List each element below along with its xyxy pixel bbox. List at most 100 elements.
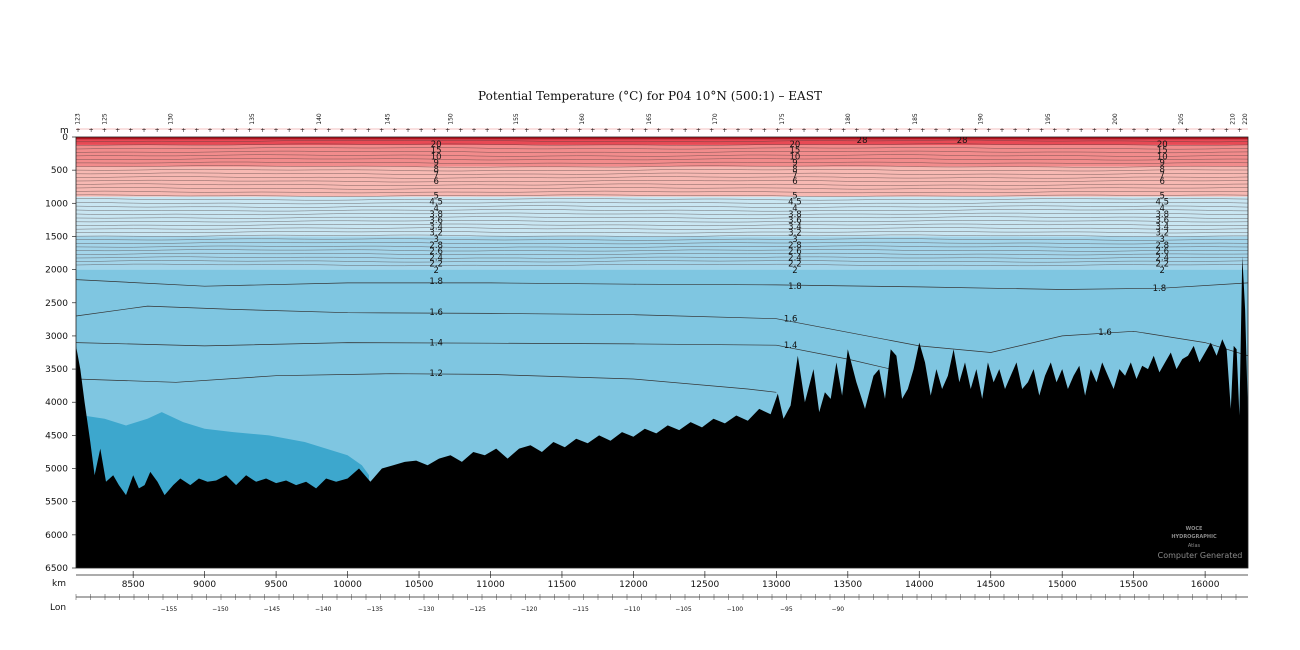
- y-tick-label: 500: [51, 166, 68, 176]
- station-marker: +: [854, 127, 859, 134]
- station-marker: +: [564, 127, 569, 134]
- y-tick-label: 3000: [45, 332, 68, 342]
- station-marker: +: [353, 127, 358, 134]
- profile-label: 4.5: [429, 198, 443, 208]
- profile-label: 5: [433, 191, 438, 201]
- profile-label: 20: [431, 140, 442, 150]
- isotherm-line: [76, 205, 1248, 208]
- lon-tick-label: −125: [469, 606, 486, 613]
- station-marker: +: [933, 127, 938, 134]
- y-tick-label: 5000: [45, 465, 68, 475]
- x-tick-label: 12000: [619, 580, 648, 590]
- profile-label: 3.2: [1155, 229, 1169, 239]
- profile-label: 10: [1157, 152, 1168, 162]
- profile-label: 9: [1160, 159, 1165, 169]
- isotherm-line: [76, 154, 1248, 157]
- isotherm-line: [76, 216, 1248, 219]
- station-marker: +: [881, 127, 886, 134]
- contour-label: 1.4: [429, 339, 443, 349]
- station-label: 175: [779, 113, 786, 125]
- x-axis-unit: km: [52, 579, 66, 589]
- profile-label: 7: [433, 171, 438, 181]
- station-marker: +: [762, 127, 767, 134]
- profile-label: 3.8: [429, 210, 443, 220]
- x-tick-label: 15000: [1048, 580, 1077, 590]
- station-label: 190: [978, 113, 985, 125]
- profile-label: 7: [792, 171, 797, 181]
- isotherm-line: [76, 256, 1248, 259]
- isotherm-line: [76, 230, 1248, 234]
- isotherm-line: [76, 209, 1248, 212]
- x-tick-label: 15500: [1119, 580, 1148, 590]
- profile-label: 2.8: [429, 241, 443, 251]
- profile-label: 4.5: [1155, 198, 1169, 208]
- profile-label: 2.4: [788, 253, 802, 263]
- profile-label: 5: [1160, 191, 1165, 201]
- station-label: 185: [912, 113, 919, 125]
- station-marker: +: [155, 127, 160, 134]
- isotherm-line: [76, 212, 1248, 216]
- station-label: 170: [712, 113, 719, 125]
- profile-label: 9: [433, 159, 438, 169]
- axes: m0 500 1000 1500 2000 2500 3000 3500 4000 4500 500…: [45, 113, 1249, 613]
- profile-label: 2.2: [788, 260, 802, 270]
- profile-label: 20: [790, 140, 801, 150]
- station-marker: +: [1105, 127, 1110, 134]
- y-tick-label: 2000: [45, 266, 68, 276]
- profile-label: 5: [792, 191, 797, 201]
- isotherm-line: [76, 260, 1248, 263]
- station-marker: +: [960, 127, 965, 134]
- profile-label: 2.2: [1155, 260, 1169, 270]
- station-label: 210: [1229, 113, 1236, 125]
- y-tick-label: 6500: [45, 564, 68, 574]
- lon-tick-label: −100: [727, 606, 744, 613]
- station-marker: +: [617, 127, 622, 134]
- profile-label: 2.4: [429, 253, 443, 263]
- station-marker: +: [590, 127, 595, 134]
- y-tick-label: 6000: [45, 531, 68, 541]
- isotherm-line: [76, 249, 1248, 252]
- plot-frame: [75, 136, 1249, 569]
- watermark-line1: WOCE: [1186, 526, 1203, 532]
- station-label: 150: [447, 113, 454, 125]
- station-marker: +: [339, 127, 344, 134]
- station-marker: +: [1039, 127, 1044, 134]
- station-marker: +: [287, 127, 292, 134]
- station-marker: +: [907, 127, 912, 134]
- station-marker: +: [326, 127, 331, 134]
- profile-label: 3.4: [429, 222, 443, 232]
- station-marker: +: [313, 127, 318, 134]
- lon-tick-label: −95: [780, 606, 793, 613]
- station-marker: +: [234, 127, 239, 134]
- x-tick-label: 13000: [762, 580, 791, 590]
- station-marker: +: [128, 127, 133, 134]
- station-marker: +: [986, 127, 991, 134]
- profile-label: 3.6: [429, 216, 443, 226]
- profile-label: 3.6: [1155, 216, 1169, 226]
- profile-label: 2.6: [1155, 247, 1169, 257]
- station-marker: +: [577, 127, 582, 134]
- station-marker: +: [722, 127, 727, 134]
- station-marker: +: [405, 127, 410, 134]
- isotherm-line: [76, 241, 1248, 245]
- lon-tick-label: −120: [521, 606, 538, 613]
- station-marker: +: [458, 127, 463, 134]
- station-marker: +: [445, 127, 450, 134]
- lon-tick-label: −145: [264, 606, 281, 613]
- station-marker: +: [471, 127, 476, 134]
- y-tick-label: 4500: [45, 431, 68, 441]
- isotherm-line: [76, 147, 1248, 150]
- y-axis-unit: m: [60, 126, 69, 136]
- contour-label: 1.8: [429, 277, 443, 287]
- profile-label: 3.8: [1155, 210, 1169, 220]
- isotherm-line: [76, 183, 1248, 186]
- station-marker: +: [643, 127, 648, 134]
- station-marker: +: [419, 127, 424, 134]
- station-marker: +: [524, 127, 529, 134]
- station-marker: +: [1079, 127, 1084, 134]
- station-marker: +: [603, 127, 608, 134]
- station-marker: +: [973, 127, 978, 134]
- station-marker: +: [920, 127, 925, 134]
- station-marker: +: [432, 127, 437, 134]
